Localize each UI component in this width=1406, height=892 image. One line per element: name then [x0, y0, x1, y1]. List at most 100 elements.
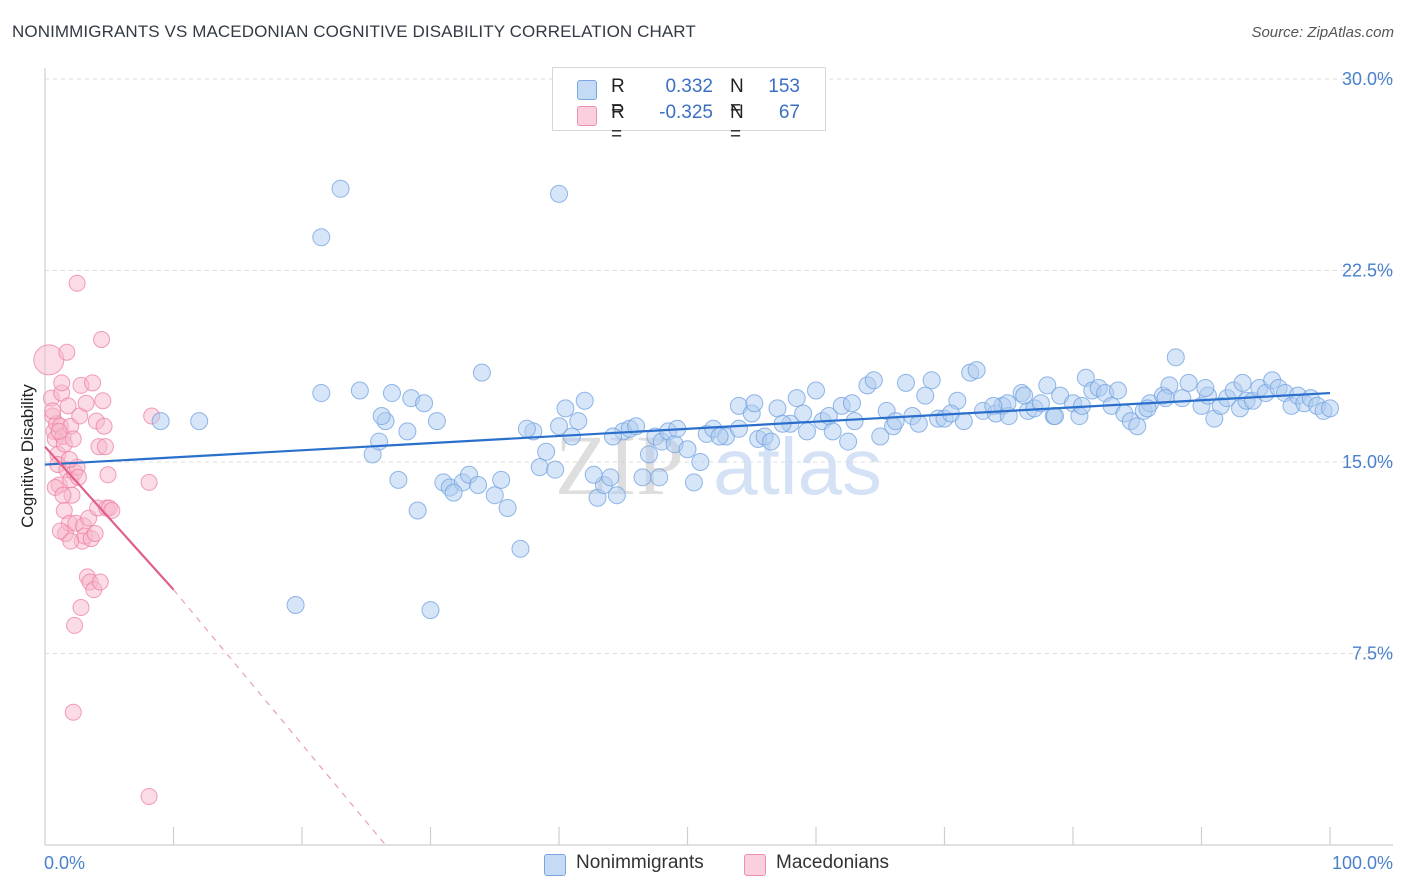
nonimmigrants-point: [745, 394, 764, 413]
nonimmigrants-point: [787, 389, 806, 408]
axes: [44, 68, 1393, 846]
macedonians-point: [72, 599, 90, 617]
nonimmigrants-point: [1046, 407, 1065, 426]
nonimmigrants-point: [469, 475, 488, 494]
nonimmigrants-point: [389, 470, 408, 489]
y-tick-label: 15.0%: [1342, 452, 1393, 472]
nonimmigrants-point: [1156, 389, 1175, 408]
nonimmigrants-point: [370, 432, 389, 451]
nonimmigrants-point: [415, 394, 434, 413]
nonimmigrants-point: [472, 363, 491, 382]
chart-title: NONIMMIGRANTS VS MACEDONIAN COGNITIVE DI…: [12, 22, 696, 41]
nonimmigrants-point: [1031, 394, 1050, 413]
nonimmigrants-point: [864, 371, 883, 390]
nonimmigrants-point: [421, 601, 440, 620]
trend-line-nonimmigrants: [44, 391, 1331, 466]
y-axis-label: Cognitive Disability: [18, 384, 37, 528]
trend-line-macedonians: [44, 445, 175, 591]
nonimmigrants-point: [839, 432, 858, 451]
nonimmigrants-point: [444, 483, 463, 502]
y-tick-label: 22.5%: [1342, 261, 1393, 281]
nonimmigrants-point: [537, 442, 556, 461]
legend-label: Macedonians: [776, 852, 890, 873]
nonimmigrants-point: [710, 427, 729, 446]
nonimmigrants-point: [550, 184, 568, 203]
nonimmigrants-point: [1173, 389, 1192, 408]
macedonians-point: [50, 422, 68, 440]
nonimmigrants-point: [1015, 386, 1034, 405]
n-label: N =: [730, 76, 744, 119]
nonimmigrants-point: [398, 422, 417, 441]
nonimmigrants-point: [331, 179, 350, 198]
nonimmigrants-point: [1179, 373, 1198, 392]
nonimmigrants-point: [1128, 417, 1147, 436]
nonimmigrants-point: [350, 381, 369, 400]
nonimmigrants-point: [639, 445, 658, 464]
nonimmigrants-point: [601, 468, 620, 487]
macedonians-point: [91, 573, 109, 591]
nonimmigrants-point: [569, 412, 588, 431]
nonimmigrants-point: [546, 460, 565, 479]
nonimmigrants-point: [584, 465, 603, 484]
nonimmigrants-point: [1321, 399, 1339, 418]
nonimmigrants-point: [916, 386, 935, 405]
macedonians-point: [59, 397, 77, 415]
nonimmigrants-point: [427, 412, 446, 431]
nonimmigrants-point: [762, 432, 781, 451]
macedonians-point: [58, 343, 76, 361]
nonimmigrants-point: [845, 412, 864, 431]
x-tick-label-min: 0.0%: [44, 853, 85, 873]
nonimmigrants-point: [1196, 378, 1215, 397]
source-label: Source: ZipAtlas.com: [1251, 24, 1394, 41]
nonimmigrants-point: [823, 422, 842, 441]
nonimmigrants-point: [886, 412, 905, 431]
nonimmigrants-point: [1233, 373, 1252, 392]
nonimmigrants-point: [896, 373, 915, 392]
legend-swatch-blue: [544, 854, 566, 876]
nonimmigrants-point: [798, 422, 817, 441]
nonimmigrants-point: [807, 381, 825, 400]
macedonians-point: [140, 473, 158, 491]
nonimmigrants-point: [550, 417, 568, 436]
nonimmigrants-point: [691, 453, 710, 471]
nonimmigrants-point: [382, 384, 401, 403]
nonimmigrants-point: [909, 414, 928, 433]
y-tick-label: 7.5%: [1352, 644, 1393, 664]
macedonians-point: [66, 616, 84, 634]
nonimmigrants-point: [650, 468, 669, 487]
n-label: N =: [730, 102, 744, 145]
legend-swatch-pink: [744, 854, 766, 876]
stats-box: R = 0.332 N = 153 R = -0.325 N = 67: [552, 67, 826, 145]
nonimmigrants-point: [190, 412, 209, 431]
nonimmigrants-point: [312, 384, 331, 403]
nonimmigrants-points: [151, 179, 1339, 620]
stats-swatch-blue: [577, 80, 597, 100]
n-value: 67: [778, 102, 800, 123]
macedonians-point: [96, 438, 114, 456]
r-value: 0.332: [665, 76, 713, 97]
nonimmigrants-point: [530, 458, 549, 477]
nonimmigrants-point: [485, 486, 504, 505]
legend-label: Nonimmigrants: [576, 852, 704, 873]
nonimmigrants-point: [984, 396, 1003, 415]
nonimmigrants-point: [768, 399, 787, 418]
nonimmigrants-point: [1166, 348, 1185, 367]
y-tick-label: 30.0%: [1342, 69, 1393, 89]
r-label: R =: [611, 102, 625, 145]
nonimmigrants-point: [312, 228, 331, 247]
nonimmigrants-point: [794, 404, 813, 423]
nonimmigrants-point: [729, 419, 748, 438]
gridlines: [45, 78, 1393, 654]
macedonians-point: [62, 532, 80, 550]
macedonians-point: [64, 430, 82, 448]
n-value: 153: [768, 76, 800, 97]
macedonians-point: [64, 703, 82, 721]
nonimmigrants-point: [498, 498, 517, 517]
nonimmigrants-point: [633, 468, 652, 487]
nonimmigrants-point: [492, 470, 511, 489]
macedonians-point: [68, 274, 86, 292]
nonimmigrants-point: [871, 427, 890, 446]
x-tick-label-max: 100.0%: [1332, 853, 1393, 873]
macedonians-point: [53, 374, 71, 392]
